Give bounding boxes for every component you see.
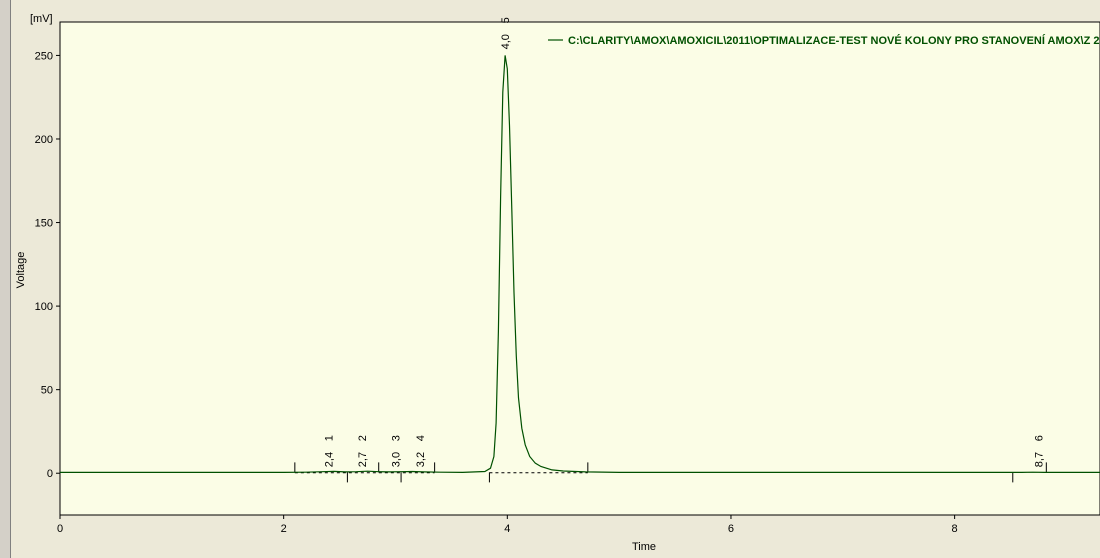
peak-number: 2	[357, 435, 369, 441]
peak-labels: 2,4 1 2,7 2 3,0 3 3,2 4 4,0 5 8,7 6	[323, 17, 1045, 467]
peak-number: 5	[500, 17, 512, 23]
window-left-border	[0, 0, 11, 558]
peak-retention-time: 2,4	[323, 452, 335, 467]
peak-number: 6	[1033, 435, 1045, 441]
peak-retention-time: 4,0	[500, 34, 512, 49]
y-tick-label: 250	[35, 50, 53, 62]
peak-number: 3	[390, 435, 402, 441]
x-tick-label: 8	[952, 523, 958, 535]
integration-markers	[294, 462, 1047, 483]
y-axis-label: Voltage	[15, 252, 27, 289]
plot-area	[59, 21, 1100, 516]
y-tick-label: 100	[35, 301, 53, 313]
x-tick-label: 2	[281, 523, 287, 535]
peak-retention-time: 8,7	[1033, 452, 1045, 467]
peak-number: 1	[323, 435, 335, 441]
y-tick-label: 200	[35, 134, 53, 146]
x-tick-label: 6	[728, 523, 734, 535]
y-tick-label: 150	[35, 218, 53, 230]
peak-retention-time: 2,7	[357, 452, 369, 467]
peak-retention-time: 3,2	[415, 452, 427, 467]
x-tick-label: 0	[57, 523, 63, 535]
trace-layer	[60, 55, 1100, 474]
legend: C:\CLARITY\AMOX\AMOXICIL\2011\OPTIMALIZA…	[548, 34, 1100, 47]
peak-retention-time: 3,0	[390, 452, 402, 467]
axis-ticks: 0 50 100 150 200 250 0 2 4 6 8	[35, 50, 958, 535]
peak-number: 4	[415, 435, 427, 441]
x-tick-label: 4	[504, 523, 510, 535]
y-tick-label: 50	[41, 385, 53, 397]
legend-series-name: C:\CLARITY\AMOX\AMOXICIL\2011\OPTIMALIZA…	[568, 34, 1100, 47]
chromatogram-trace	[60, 55, 1100, 474]
y-tick-label: 0	[47, 468, 53, 480]
x-axis-label: Time	[632, 541, 656, 553]
y-unit-label: [mV]	[30, 13, 53, 25]
